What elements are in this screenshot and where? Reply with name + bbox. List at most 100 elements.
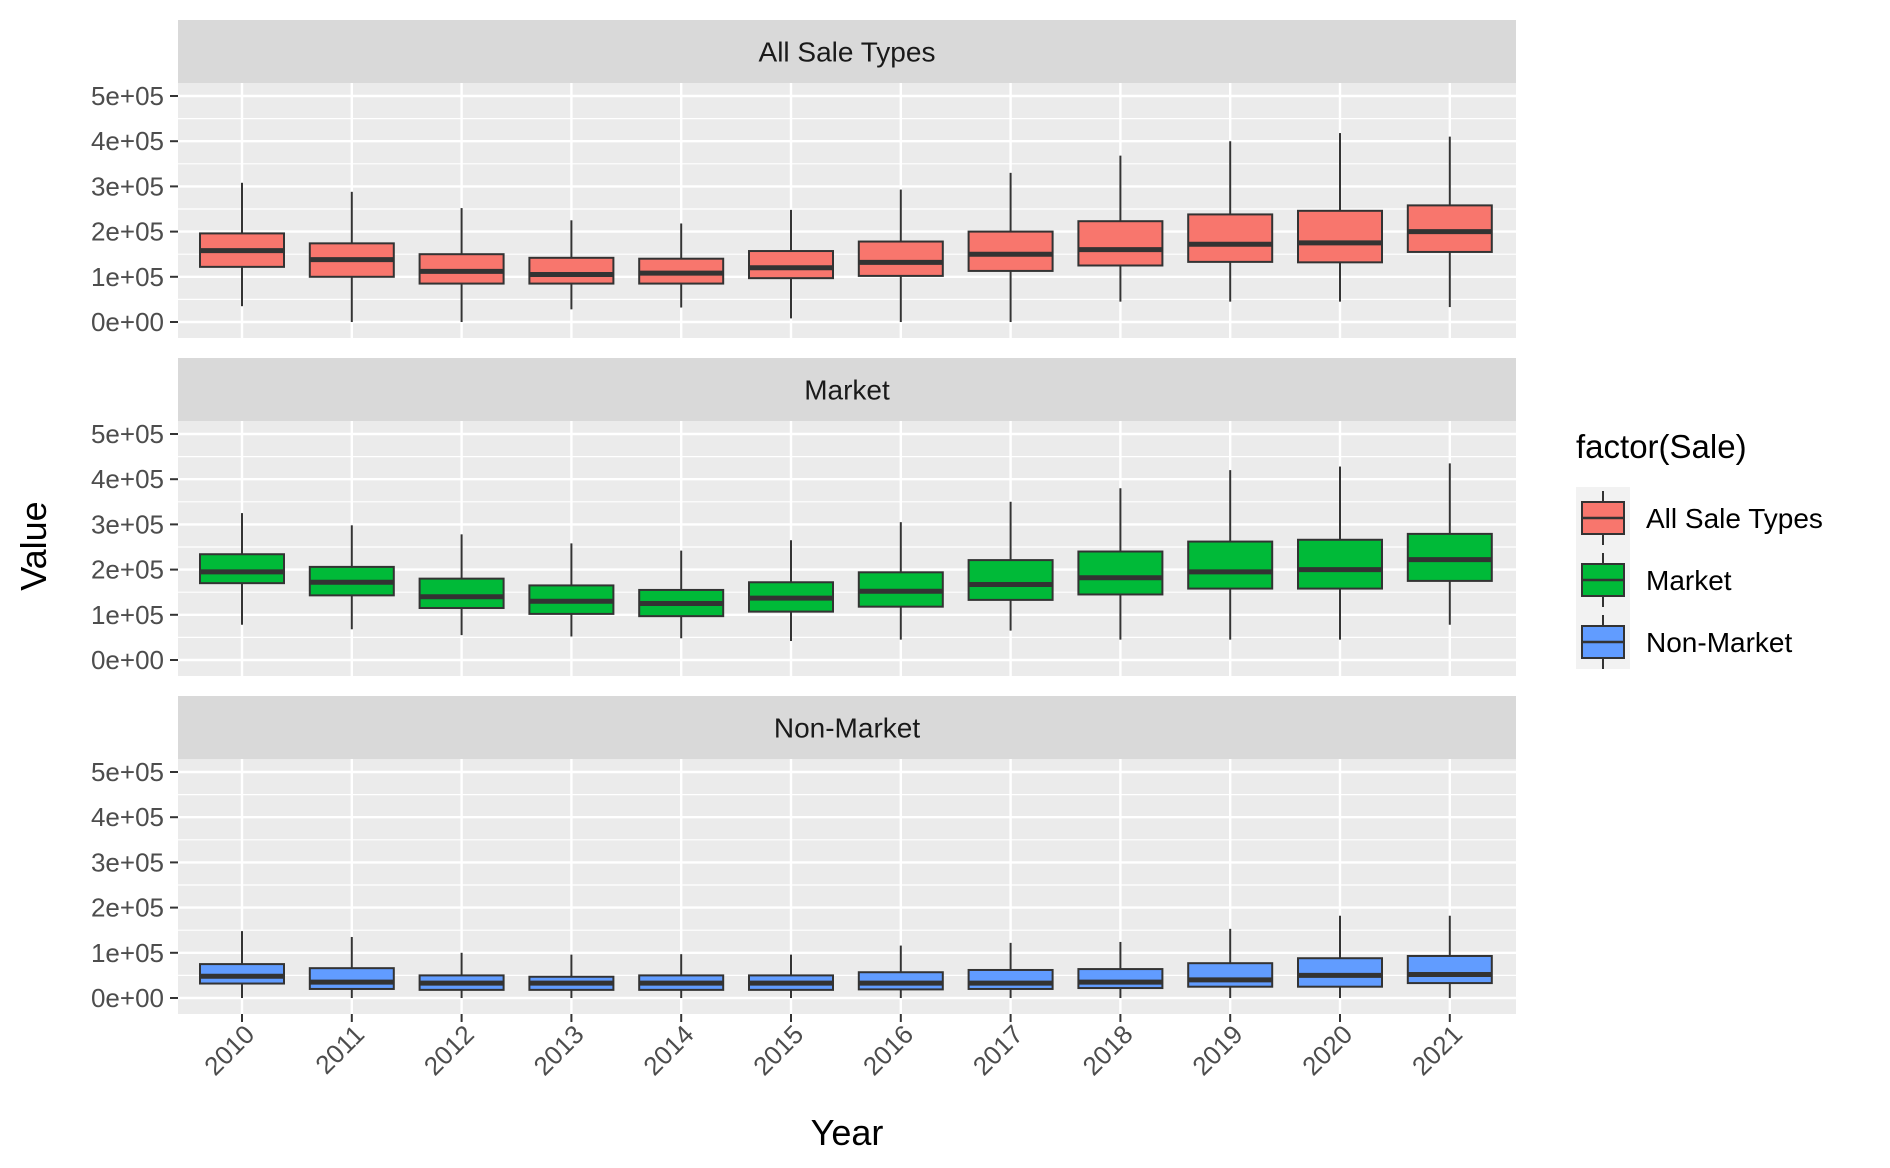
facet-strip [178, 358, 1516, 421]
box-iqr [1187, 540, 1274, 590]
box-2016 [857, 945, 944, 998]
box-iqr [308, 967, 395, 990]
legend: factor(Sale) All Sale Types Market Non-Mar… [1576, 428, 1823, 669]
box-iqr [1077, 220, 1164, 267]
panel-background [178, 83, 1516, 338]
box-2015 [748, 954, 834, 998]
box-iqr [967, 968, 1054, 990]
y-tick-label: 3e+05 [91, 847, 164, 877]
y-tick-label: 1e+05 [91, 938, 164, 968]
y-tick-label: 5e+05 [91, 81, 164, 111]
box-2011 [308, 525, 395, 630]
box-iqr [967, 230, 1054, 272]
x-tick-label: 2013 [528, 1019, 590, 1081]
box-2013 [528, 543, 615, 637]
y-tick-label: 3e+05 [91, 171, 164, 201]
facet-strip [178, 20, 1516, 83]
box-2010 [199, 931, 285, 998]
box-2016 [857, 189, 944, 322]
legend-item-non-market: Non-Market [1581, 615, 1792, 669]
x-tick-label: 2019 [1186, 1019, 1248, 1081]
box-2018 [1077, 488, 1164, 640]
panel-market: Market 0e+00 1e+05 2e+05 3e+05 4e+05 5e+05 [91, 358, 1516, 676]
facet-strip-label: Non-Market [774, 713, 920, 744]
legend-keys: All Sale Types Market Non-Market [1576, 487, 1823, 669]
x-tick-label: 2014 [637, 1019, 699, 1081]
box-iqr [1077, 550, 1164, 596]
box-iqr [1406, 204, 1493, 253]
box-2011 [308, 191, 395, 322]
box-2021 [1406, 463, 1493, 625]
box-2018 [1077, 155, 1164, 302]
facet-strip-label: Market [804, 375, 890, 406]
legend-label: Non-Market [1646, 627, 1792, 658]
box-2014 [638, 954, 725, 998]
box-2021 [1406, 136, 1493, 308]
x-tick-label: 2016 [857, 1019, 919, 1081]
box-iqr [1406, 954, 1493, 985]
box-iqr [1297, 957, 1383, 988]
box-iqr [528, 256, 615, 285]
box-2017 [967, 501, 1054, 631]
box-iqr [857, 240, 944, 277]
y-tick-label: 0e+00 [91, 307, 164, 337]
y-tick-label: 1e+05 [91, 262, 164, 292]
box-2012 [418, 208, 505, 322]
box-iqr [748, 250, 834, 280]
box-2020 [1297, 915, 1383, 998]
box-2020 [1297, 466, 1383, 640]
y-tick-label: 5e+05 [91, 419, 164, 449]
y-tick-label: 2e+05 [91, 555, 164, 585]
y-tick-label: 1e+05 [91, 600, 164, 630]
box-2017 [967, 942, 1054, 998]
box-2013 [528, 220, 615, 310]
y-tick-label: 4e+05 [91, 802, 164, 832]
box-2012 [418, 534, 505, 636]
box-2017 [967, 172, 1054, 322]
box-iqr [1077, 968, 1164, 990]
panel-all-sale-types: All Sale Types 0e+00 1e+05 2e+05 3e+05 4e+05 5… [91, 20, 1516, 338]
box-iqr [1187, 213, 1274, 263]
box-2018 [1077, 941, 1164, 998]
x-tick-label: 2018 [1077, 1019, 1139, 1081]
legend-title: factor(Sale) [1576, 428, 1747, 465]
box-2019 [1187, 928, 1274, 998]
box-2011 [308, 936, 395, 998]
facet-strip [178, 696, 1516, 759]
panel-background [178, 759, 1516, 1014]
y-tick-label: 4e+05 [91, 464, 164, 494]
legend-label: Market [1646, 565, 1732, 596]
box-iqr [1187, 962, 1274, 988]
x-tick-label: 2017 [967, 1019, 1029, 1081]
y-tick-label: 4e+05 [91, 126, 164, 156]
box-iqr [967, 559, 1054, 601]
box-2019 [1187, 141, 1274, 302]
x-tick-label: 2010 [198, 1019, 260, 1081]
box-iqr [1297, 209, 1383, 264]
box-2014 [638, 550, 725, 639]
box-iqr [418, 577, 505, 610]
y-tick-label: 2e+05 [91, 217, 164, 247]
y-tick-label: 0e+00 [91, 645, 164, 675]
box-2015 [748, 540, 834, 642]
x-tick-label: 2011 [309, 1019, 370, 1080]
x-axis-title: Year [811, 1112, 884, 1153]
y-tick-label: 0e+00 [91, 983, 164, 1013]
y-axis-title: Value [13, 501, 54, 590]
box-2016 [857, 522, 944, 640]
facet-strip-label: All Sale Types [759, 37, 936, 68]
y-tick-label: 2e+05 [91, 893, 164, 923]
box-2015 [748, 209, 834, 319]
y-tick-label: 5e+05 [91, 757, 164, 787]
box-iqr [1297, 538, 1383, 590]
legend-item-all-sale-types: All Sale Types [1581, 491, 1823, 545]
box-2021 [1406, 915, 1493, 998]
box-2012 [418, 952, 505, 998]
panels-layer: All Sale Types 0e+00 1e+05 2e+05 3e+05 4e+05 5… [91, 20, 1516, 1014]
x-tick-label: 2020 [1296, 1019, 1358, 1081]
box-2010 [199, 182, 285, 307]
box-iqr [199, 553, 285, 585]
box-2013 [528, 954, 615, 998]
box-2014 [638, 223, 725, 308]
